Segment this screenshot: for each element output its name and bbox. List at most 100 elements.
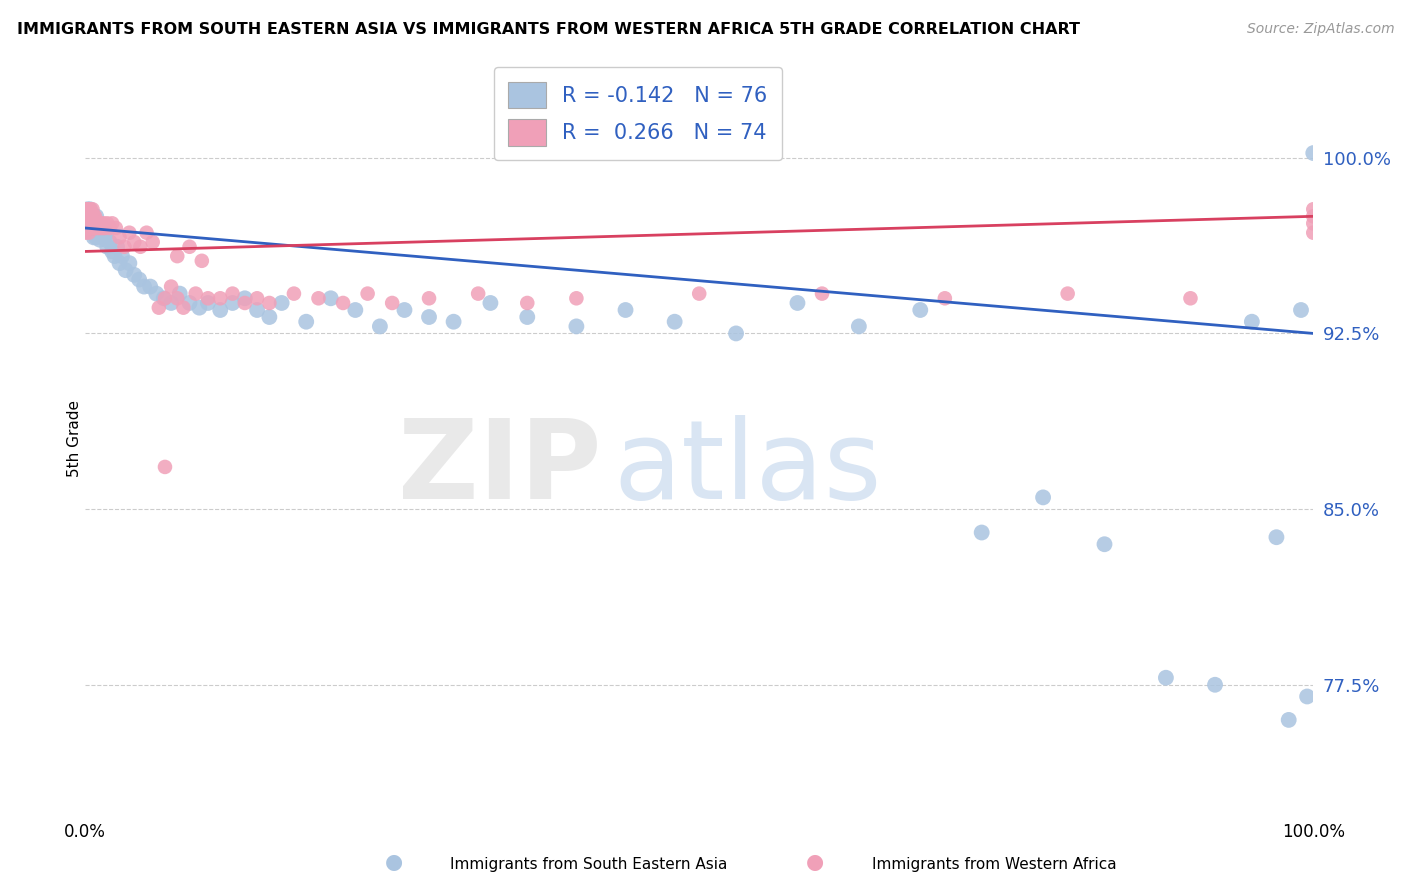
Point — [381, 296, 404, 310]
Point — [118, 256, 141, 270]
Point — [89, 221, 111, 235]
Point — [79, 216, 101, 230]
Point — [76, 202, 98, 217]
Point — [93, 216, 115, 230]
Point — [565, 291, 588, 305]
Point — [94, 226, 117, 240]
Point — [259, 296, 281, 310]
Legend: R = -0.142   N = 76, R =  0.266   N = 74: R = -0.142 N = 76, R = 0.266 N = 74 — [494, 67, 782, 160]
Point — [1302, 202, 1324, 217]
Point — [614, 303, 637, 318]
Point — [83, 216, 105, 230]
Point — [108, 230, 131, 244]
Point — [166, 291, 188, 305]
Point — [1302, 209, 1324, 223]
Point — [197, 291, 219, 305]
Point — [84, 221, 107, 235]
Point — [356, 286, 378, 301]
Point — [111, 249, 134, 263]
Point — [77, 202, 100, 217]
Point — [82, 216, 104, 230]
Point — [75, 202, 97, 217]
Point — [786, 296, 808, 310]
Point — [80, 226, 103, 240]
Point — [283, 286, 305, 301]
Point — [1302, 216, 1324, 230]
Point — [725, 326, 748, 341]
Text: ●: ● — [385, 853, 402, 872]
Point — [80, 207, 103, 221]
Point — [93, 221, 115, 235]
Point — [191, 253, 214, 268]
Point — [152, 291, 174, 305]
Point — [87, 221, 110, 235]
Point — [1094, 537, 1116, 551]
Point — [91, 230, 114, 244]
Point — [89, 233, 111, 247]
Point — [233, 296, 256, 310]
Point — [139, 279, 162, 293]
Point — [479, 296, 502, 310]
Point — [77, 216, 100, 230]
Point — [1265, 530, 1288, 544]
Text: atlas: atlas — [613, 416, 882, 523]
Point — [184, 286, 207, 301]
Point — [75, 209, 97, 223]
Point — [90, 216, 112, 230]
Point — [394, 303, 416, 318]
Point — [87, 216, 110, 230]
Point — [332, 296, 354, 310]
Point — [221, 286, 243, 301]
Point — [246, 303, 269, 318]
Point — [166, 249, 188, 263]
Point — [368, 319, 391, 334]
Point — [96, 216, 118, 230]
Point — [516, 310, 538, 324]
Point — [83, 209, 105, 223]
Point — [1180, 291, 1202, 305]
Point — [1296, 690, 1319, 704]
Text: ●: ● — [807, 853, 824, 872]
Point — [418, 310, 440, 324]
Point — [172, 301, 194, 315]
Point — [1302, 146, 1324, 161]
Point — [1240, 315, 1263, 329]
Point — [1154, 671, 1177, 685]
Point — [83, 221, 105, 235]
Point — [79, 202, 101, 217]
Point — [101, 244, 124, 259]
Point — [101, 216, 124, 230]
Point — [75, 226, 97, 240]
Point — [148, 301, 170, 315]
Point — [84, 221, 107, 235]
Point — [848, 319, 870, 334]
Point — [1302, 226, 1324, 240]
Point — [75, 211, 97, 226]
Point — [114, 263, 136, 277]
Point — [98, 221, 121, 235]
Point — [76, 202, 98, 217]
Text: ZIP: ZIP — [398, 416, 600, 523]
Point — [688, 286, 710, 301]
Point — [77, 209, 100, 223]
Point — [82, 221, 104, 235]
Point — [90, 226, 112, 240]
Point — [221, 296, 243, 310]
Text: IMMIGRANTS FROM SOUTH EASTERN ASIA VS IMMIGRANTS FROM WESTERN AFRICA 5TH GRADE C: IMMIGRANTS FROM SOUTH EASTERN ASIA VS IM… — [17, 22, 1080, 37]
Point — [114, 240, 136, 254]
Point — [129, 240, 152, 254]
Point — [308, 291, 330, 305]
Point — [98, 235, 121, 249]
Point — [76, 211, 98, 226]
Point — [418, 291, 440, 305]
Point — [82, 202, 104, 217]
Point — [86, 226, 108, 240]
Point — [1056, 286, 1078, 301]
Point — [153, 459, 176, 474]
Point — [80, 209, 103, 223]
Point — [179, 240, 201, 254]
Point — [910, 303, 932, 318]
Text: Immigrants from South Eastern Asia: Immigrants from South Eastern Asia — [450, 857, 727, 872]
Point — [467, 286, 489, 301]
Point — [209, 291, 232, 305]
